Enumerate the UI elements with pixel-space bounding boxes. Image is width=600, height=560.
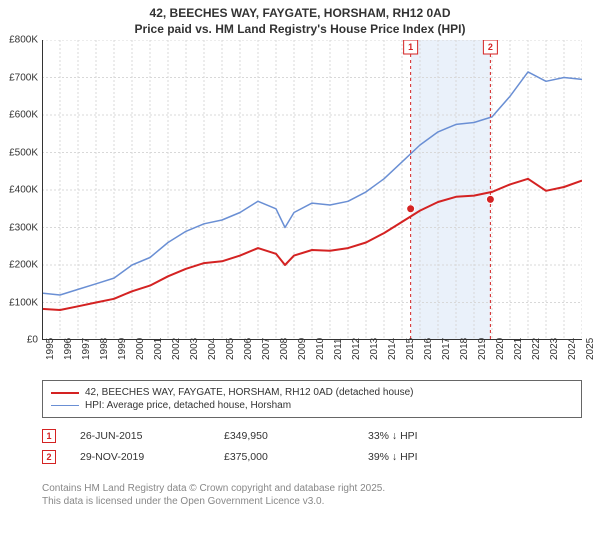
x-tick-label: 2004 xyxy=(207,338,218,360)
x-tick-label: 2009 xyxy=(297,338,308,360)
x-tick-label: 2006 xyxy=(243,338,254,360)
x-tick-label: 1996 xyxy=(63,338,74,360)
y-tick-label: £600K xyxy=(9,110,38,121)
x-tick-label: 2023 xyxy=(549,338,560,360)
x-axis-labels: 1995199619971998199920002001200220032004… xyxy=(42,342,582,382)
marker-date: 26-JUN-2015 xyxy=(80,430,200,442)
marker-delta: 39% ↓ HPI xyxy=(368,451,488,463)
chart-area: 12 xyxy=(42,40,582,340)
y-tick-label: £0 xyxy=(27,335,38,346)
y-tick-label: £700K xyxy=(9,72,38,83)
y-tick-label: £100K xyxy=(9,297,38,308)
marker-table: 1 26-JUN-2015 £349,950 33% ↓ HPI 2 29-NOV-201… xyxy=(42,422,582,471)
legend-item: HPI: Average price, detached house, Hors… xyxy=(51,400,573,411)
x-tick-label: 1995 xyxy=(45,338,56,360)
x-tick-label: 2011 xyxy=(333,338,344,360)
x-tick-label: 2018 xyxy=(459,338,470,360)
title-line-2: Price paid vs. HM Land Registry's House … xyxy=(0,22,600,38)
x-tick-label: 2020 xyxy=(495,338,506,360)
x-tick-label: 2008 xyxy=(279,338,290,360)
x-tick-label: 2000 xyxy=(135,338,146,360)
x-tick-label: 2010 xyxy=(315,338,326,360)
x-tick-label: 1998 xyxy=(99,338,110,360)
chart-title-block: 42, BEECHES WAY, FAYGATE, HORSHAM, RH12 … xyxy=(0,0,600,39)
chart-svg: 12 xyxy=(42,40,582,340)
y-tick-label: £500K xyxy=(9,147,38,158)
svg-text:1: 1 xyxy=(408,42,413,52)
x-tick-label: 2003 xyxy=(189,338,200,360)
x-tick-label: 2022 xyxy=(531,338,542,360)
x-tick-label: 2013 xyxy=(369,338,380,360)
x-tick-label: 1997 xyxy=(81,338,92,360)
x-tick-label: 2024 xyxy=(567,338,578,360)
x-tick-label: 2002 xyxy=(171,338,182,360)
marker-delta: 33% ↓ HPI xyxy=(368,430,488,442)
legend-swatch xyxy=(51,392,79,394)
legend-swatch xyxy=(51,405,79,407)
legend-label: 42, BEECHES WAY, FAYGATE, HORSHAM, RH12 … xyxy=(85,387,413,398)
copyright-line-2: This data is licensed under the Open Gov… xyxy=(42,495,385,508)
marker-index-box: 2 xyxy=(42,450,56,464)
y-tick-label: £300K xyxy=(9,222,38,233)
title-line-1: 42, BEECHES WAY, FAYGATE, HORSHAM, RH12 … xyxy=(0,6,600,22)
legend-label: HPI: Average price, detached house, Hors… xyxy=(85,400,291,411)
marker-price: £375,000 xyxy=(224,451,344,463)
copyright-line-1: Contains HM Land Registry data © Crown c… xyxy=(42,482,385,495)
marker-price: £349,950 xyxy=(224,430,344,442)
x-tick-label: 2025 xyxy=(585,338,596,360)
x-tick-label: 2021 xyxy=(513,338,524,360)
x-tick-label: 2017 xyxy=(441,338,452,360)
y-tick-label: £200K xyxy=(9,260,38,271)
x-tick-label: 2015 xyxy=(405,338,416,360)
marker-date: 29-NOV-2019 xyxy=(80,451,200,463)
legend: 42, BEECHES WAY, FAYGATE, HORSHAM, RH12 … xyxy=(42,380,582,418)
marker-table-row: 1 26-JUN-2015 £349,950 33% ↓ HPI xyxy=(42,429,582,443)
x-tick-label: 2005 xyxy=(225,338,236,360)
svg-text:2: 2 xyxy=(488,42,493,52)
copyright: Contains HM Land Registry data © Crown c… xyxy=(42,482,385,508)
marker-index-box: 1 xyxy=(42,429,56,443)
legend-item: 42, BEECHES WAY, FAYGATE, HORSHAM, RH12 … xyxy=(51,387,573,398)
x-tick-label: 1999 xyxy=(117,338,128,360)
x-tick-label: 2007 xyxy=(261,338,272,360)
marker-table-row: 2 29-NOV-2019 £375,000 39% ↓ HPI xyxy=(42,450,582,464)
y-axis-labels: £0£100K£200K£300K£400K£500K£600K£700K£80… xyxy=(0,40,40,340)
y-tick-label: £800K xyxy=(9,35,38,46)
x-tick-label: 2016 xyxy=(423,338,434,360)
x-tick-label: 2019 xyxy=(477,338,488,360)
y-tick-label: £400K xyxy=(9,185,38,196)
x-tick-label: 2001 xyxy=(153,338,164,360)
x-tick-label: 2014 xyxy=(387,338,398,360)
x-tick-label: 2012 xyxy=(351,338,362,360)
